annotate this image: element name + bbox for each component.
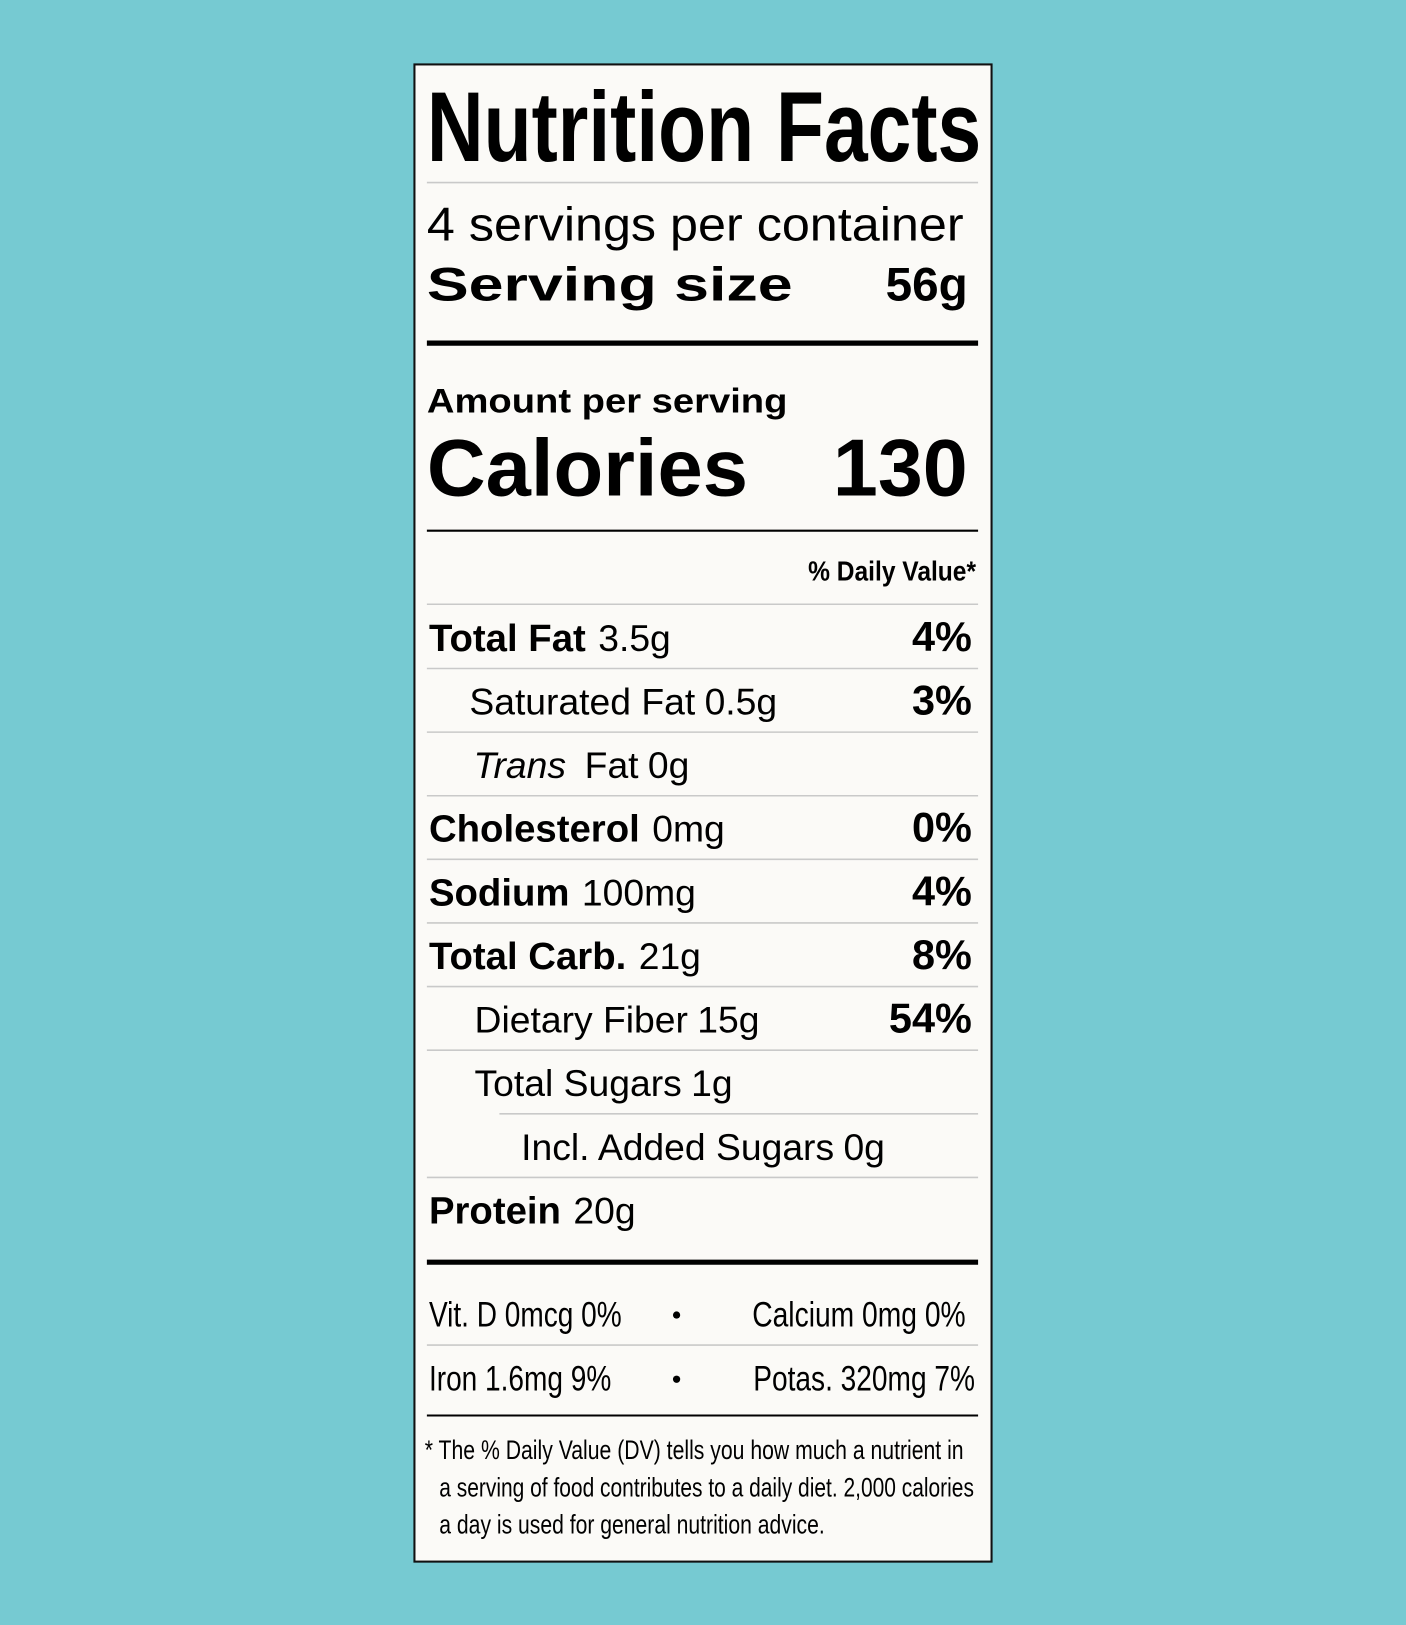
nutrient-amount: 0.5g: [705, 680, 778, 722]
nutrient-row: Dietary Fiber 15g: [475, 999, 760, 1041]
nutrient-name: Cholesterol: [429, 808, 640, 851]
nutrient-amount: 3.5g: [598, 617, 671, 659]
label-panel: [413, 63, 993, 1563]
mineral-right: Calcium 0mg 0%: [752, 1295, 965, 1334]
servings: 4 servings per container: [427, 199, 964, 252]
nutrient-amount: 1g: [691, 1062, 732, 1104]
nutrient-dv: 0%: [912, 804, 972, 851]
nutrient-name-italic: Trans: [474, 744, 567, 786]
nutrient-dv: 4%: [912, 613, 972, 660]
nutrient-name: Total Fat: [429, 617, 586, 660]
nutrient-name: Incl. Added Sugars: [521, 1126, 834, 1168]
mineral-right: Potas. 320mg 7%: [753, 1360, 975, 1399]
nutrient-amount: 15g: [697, 999, 759, 1041]
nutrient-name: Sodium: [429, 871, 570, 914]
nutrient-row: Total Fat 3.5g: [429, 617, 671, 660]
nutrient-amount: 0g: [648, 744, 689, 786]
nutrient-dv: 8%: [912, 931, 972, 978]
footnote-line: a day is used for general nutrition advi…: [439, 1510, 824, 1540]
nutrient-name: Fat: [585, 744, 640, 786]
bullet: [672, 1311, 681, 1319]
nutrient-dv: 54%: [889, 995, 972, 1042]
amount-per-serving: Amount per serving: [427, 383, 788, 421]
nutrient-name: Total Sugars: [475, 1062, 682, 1104]
footnote-line: * The % Daily Value (DV) tells you how m…: [425, 1435, 964, 1465]
nutrient-amount: 20g: [573, 1189, 635, 1231]
nutrient-row: Saturated Fat 0.5g: [469, 680, 777, 722]
nutrient-amount: 0mg: [652, 808, 725, 850]
nutrient-name: Saturated Fat: [469, 680, 696, 722]
nutrient-row: Incl. Added Sugars 0g: [521, 1126, 885, 1168]
serving-size-label: Serving size: [427, 259, 793, 312]
nutrient-row: Cholesterol 0mg: [429, 808, 725, 851]
nutrient-dv: 4%: [912, 867, 972, 914]
mineral-left: Iron 1.6mg 9%: [429, 1360, 611, 1399]
calories-value: 130: [833, 423, 968, 513]
calories-label: Calories: [427, 423, 748, 513]
title: Nutrition Facts: [427, 72, 981, 183]
daily-value-header: % Daily Value*: [808, 555, 976, 586]
nutrient-dv: 3%: [912, 676, 972, 723]
nutrient-row: Protein 20g: [429, 1189, 636, 1232]
footnote: * The % Daily Value (DV) tells you how m…: [425, 1435, 974, 1540]
nutrient-amount: 100mg: [582, 871, 696, 913]
bullet: [672, 1375, 681, 1383]
nutrient-row: Sodium 100mg: [429, 871, 696, 914]
nutrient-name: Protein: [429, 1189, 561, 1232]
footnote-line: a serving of food contributes to a daily…: [439, 1472, 974, 1502]
nutrient-name: Dietary Fiber: [475, 999, 688, 1041]
nutrient-row: Total Carb. 21g: [429, 935, 701, 978]
serving-size-value: 56g: [886, 259, 968, 312]
nutrient-rows: Total Fat 3.5g 4% Saturated Fat 0.5g 3% Trans F…: [426, 613, 979, 1232]
mineral-left: Vit. D 0mcg 0%: [429, 1295, 622, 1334]
mineral-rows: Vit. D 0mcg 0% Calcium 0mg 0% Iron 1.6mg 9…: [426, 1295, 979, 1399]
nutrient-row: Trans Fat 0g: [474, 744, 690, 786]
nutrient-row: Total Sugars 1g: [475, 1062, 733, 1104]
nutrient-amount: 0g: [843, 1126, 884, 1168]
nutrient-amount: 21g: [639, 935, 701, 977]
nutrient-name: Total Carb.: [429, 935, 626, 978]
